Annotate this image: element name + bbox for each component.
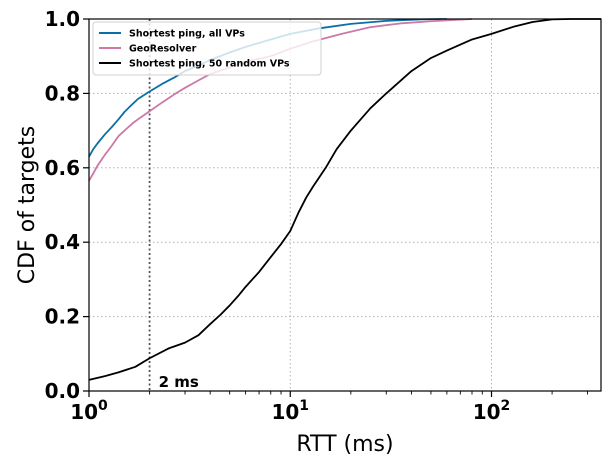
axis-ticks: 100 101 102 0.0 0.2 0.4 0.6 0.8 1.0 bbox=[45, 7, 588, 424]
x-tick-label: 102 bbox=[473, 398, 511, 424]
x-axis-label: RTT (ms) bbox=[296, 432, 393, 457]
y-tick-label: 0.4 bbox=[45, 230, 80, 254]
legend-box bbox=[92, 21, 322, 76]
legend: Shortest ping, all VPs GeoResolver Shortes… bbox=[92, 21, 322, 76]
y-tick-label: 0.8 bbox=[45, 81, 80, 105]
y-tick-label: 1.0 bbox=[45, 7, 80, 31]
annotations: 2 ms bbox=[148, 19, 199, 391]
y-tick-label: 0.0 bbox=[45, 379, 80, 403]
y-axis-label: CDF of targets bbox=[15, 126, 40, 285]
x-tick-label: 100 bbox=[70, 398, 108, 424]
series-line-3 bbox=[88, 18, 601, 381]
legend-label: Shortest ping, 50 random VPs bbox=[129, 59, 290, 70]
series-line-2 bbox=[88, 18, 473, 182]
plot-frame bbox=[88, 18, 602, 392]
threshold-label: 2 ms bbox=[159, 373, 199, 391]
y-tick-label: 0.6 bbox=[45, 156, 80, 180]
legend-label: Shortest ping, all VPs bbox=[129, 29, 245, 40]
y-tick-label: 0.2 bbox=[45, 305, 80, 329]
x-tick-label: 101 bbox=[271, 398, 309, 424]
legend-label: GeoResolver bbox=[129, 44, 197, 55]
